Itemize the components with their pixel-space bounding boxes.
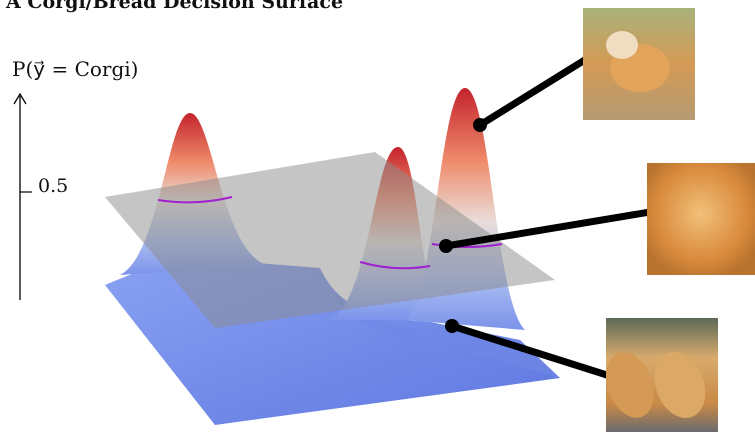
figure: A Corgi/Bread Decision Surface P(y⃗ = Co… (0, 0, 755, 432)
fur-photo (647, 163, 755, 275)
title: A Corgi/Bread Decision Surface (5, 0, 343, 13)
pointer-dot (439, 239, 453, 253)
pointer (480, 58, 588, 125)
pointer-dot (445, 319, 459, 333)
pointer-dot (473, 118, 487, 132)
corgi-head (606, 31, 638, 59)
axis-label: P(y⃗ = Corgi) (12, 57, 138, 81)
tick-label: 0.5 (38, 175, 68, 197)
